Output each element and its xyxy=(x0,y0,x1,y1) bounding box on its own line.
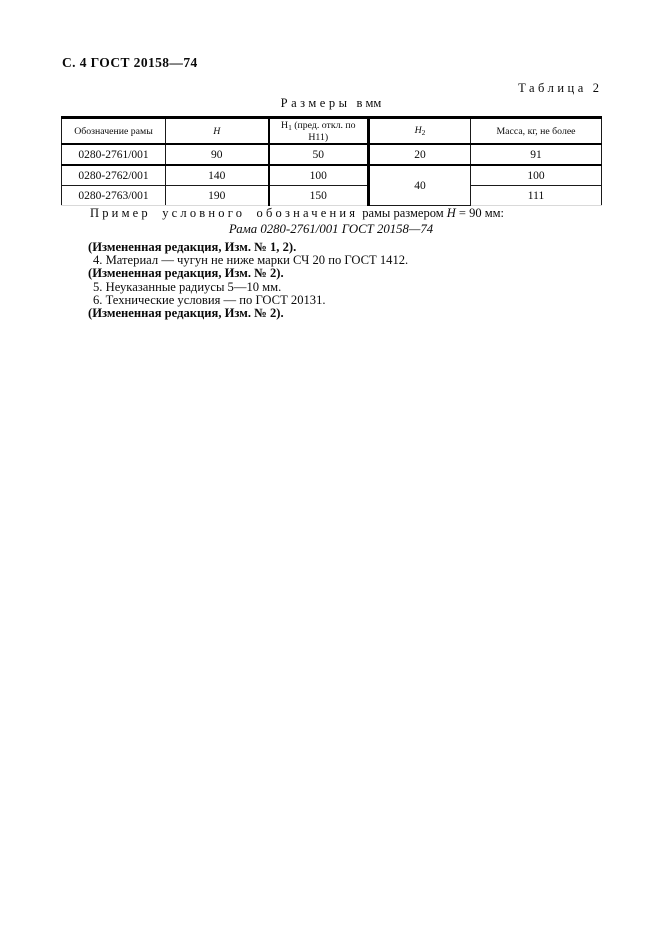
table-caption-number: 2 xyxy=(592,81,599,95)
table-row: 0280-2761/001 90 50 20 91 xyxy=(61,144,602,166)
dimensions-table: Обозначение рамы H Н1 (пред. откл. по Н1… xyxy=(61,116,602,206)
cell-h: 90 xyxy=(165,144,270,166)
cell-designation: 0280-2761/001 xyxy=(61,144,166,166)
cell-mass: 111 xyxy=(470,185,602,206)
col-header-h1: Н1 (пред. откл. по Н11) xyxy=(268,117,370,145)
cell-designation: 0280-2762/001 xyxy=(61,165,166,186)
example-variable: H xyxy=(446,206,456,220)
cell-h1: 150 xyxy=(268,185,370,206)
table-row: 0280-2763/001 190 150 111 xyxy=(61,185,602,206)
table-row: 0280-2762/001 140 100 40 100 xyxy=(61,165,602,206)
col-header-h: H xyxy=(165,117,270,145)
amended-note: (Измененная редакция, Изм. № 2). xyxy=(88,266,284,281)
cell-h2-merged: 40 xyxy=(368,165,471,206)
col-header-mass: Масса, кг, не более xyxy=(470,117,602,145)
cell-designation: 0280-2763/001 xyxy=(61,185,166,206)
note-item-4: 4. Материал — чугун не ниже марки СЧ 20 … xyxy=(93,253,409,268)
note-item-6: 6. Технические условия — по ГОСТ 20131. xyxy=(93,292,326,307)
example-lead: Пример условного обозначения xyxy=(90,206,359,220)
cell-h: 140 xyxy=(165,165,270,186)
cell-mass: 91 xyxy=(470,144,602,166)
cell-h1: 50 xyxy=(268,144,370,166)
note-item-5: 5. Неуказанные радиусы 5—10 мм. xyxy=(93,279,282,294)
example-mid: рамы размером xyxy=(362,206,444,220)
cell-h2: 20 xyxy=(368,144,471,166)
amended-note: (Измененная редакция, Изм. № 1, 2). xyxy=(88,240,297,254)
example-designation-intro: Пример условного обозначения рамы размеро… xyxy=(90,206,504,221)
page-header-text: С. 4 ГОСТ 20158—74 xyxy=(62,55,198,70)
col-header-designation: Обозначение рамы xyxy=(61,117,166,145)
cell-h: 190 xyxy=(165,185,270,206)
units-note: Размеры в мм xyxy=(61,96,601,111)
amended-note: (Измененная редакция, Изм. № 2). xyxy=(88,306,284,321)
units-word: Размеры xyxy=(280,96,351,110)
example-tail: = 90 мм: xyxy=(458,206,505,220)
col-header-h2: H2 xyxy=(368,117,471,145)
example-designation-value: Рама 0280-2761/001 ГОСТ 20158—74 xyxy=(228,222,434,236)
table-caption-word: Таблица xyxy=(518,81,587,95)
units-suffix: в мм xyxy=(356,96,382,110)
table-caption: Таблица 2 xyxy=(518,81,599,96)
page-header-ref: С. 4 ГОСТ 20158—74 xyxy=(62,55,198,71)
table-header-row: Обозначение рамы H Н1 (пред. откл. по Н1… xyxy=(61,117,602,145)
notes-block: (Измененная редакция, Изм. № 1, 2). 4. М… xyxy=(88,240,409,321)
cell-mass: 100 xyxy=(470,165,602,186)
cell-h1: 100 xyxy=(268,165,370,186)
